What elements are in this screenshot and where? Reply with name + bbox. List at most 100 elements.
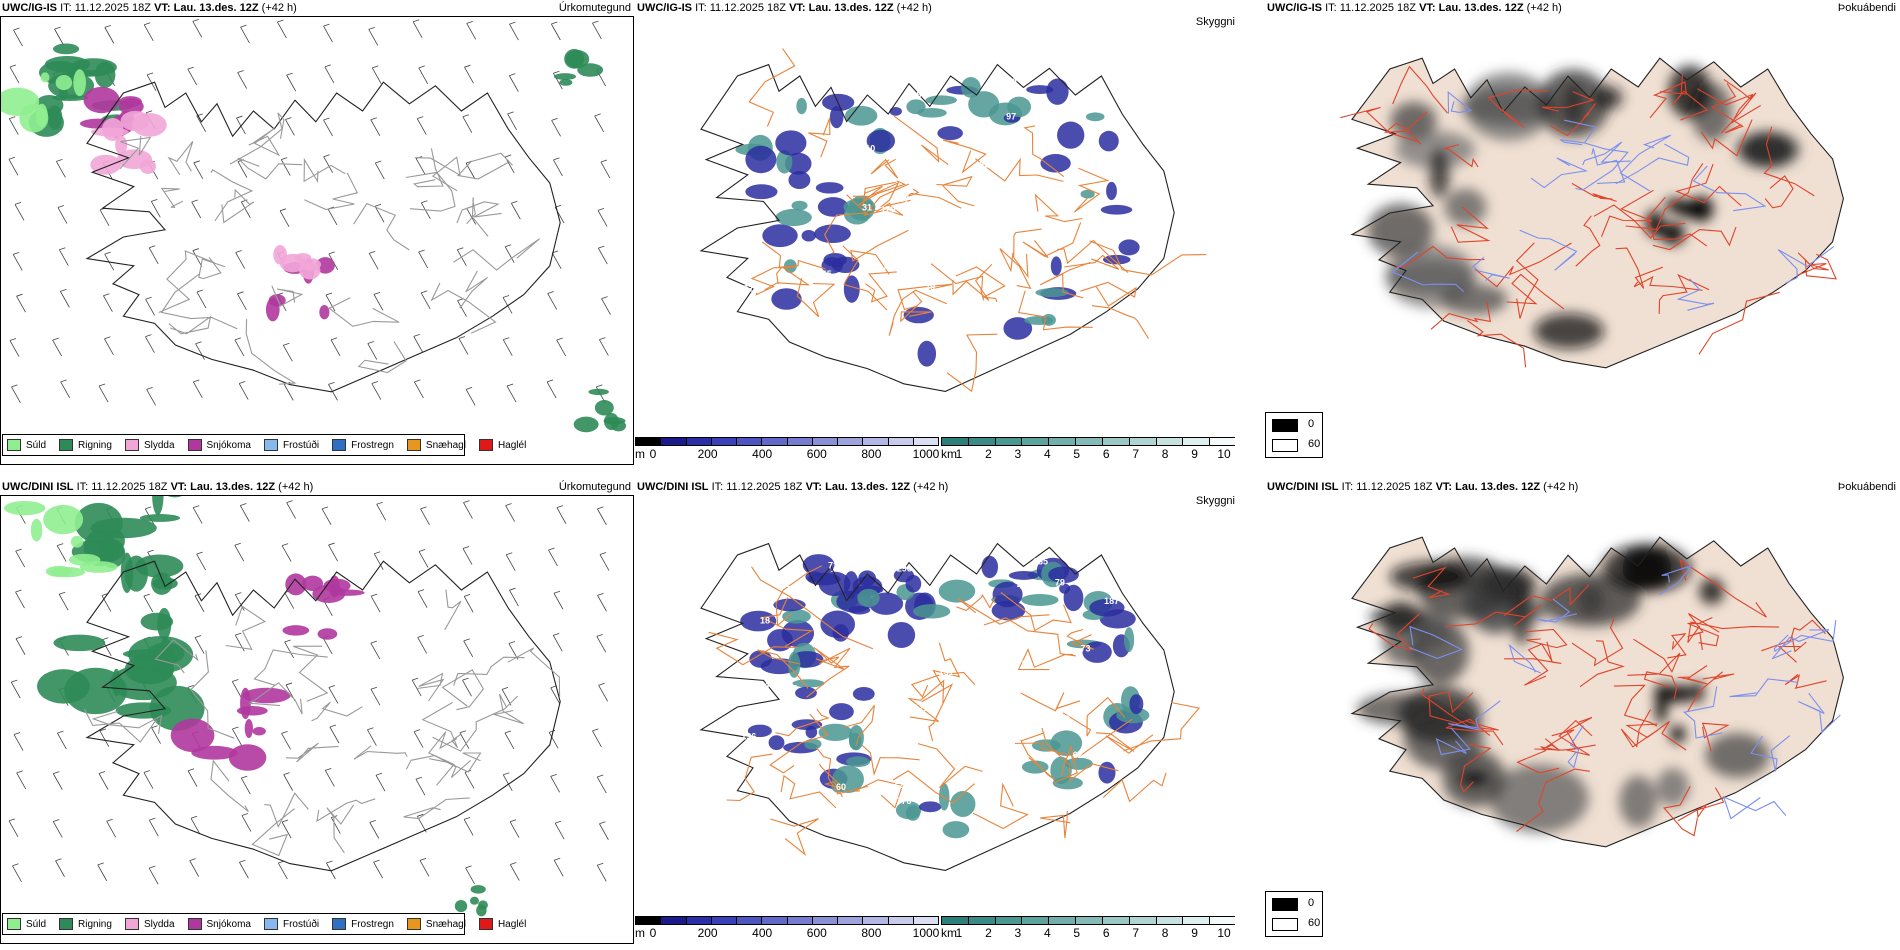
fog-legend-label: 60 <box>1308 917 1321 929</box>
wind-barb-flag <box>98 771 106 774</box>
road-line <box>221 188 255 224</box>
wind-barb-flag <box>594 113 601 117</box>
colorbar-segment <box>862 916 889 925</box>
colorbar-segment <box>1128 437 1157 446</box>
precip-cell <box>903 307 934 324</box>
wind-barb-flag <box>55 858 62 862</box>
precip-cell <box>804 738 822 750</box>
colorbar-segment <box>941 437 969 446</box>
precip-cell <box>1100 204 1133 215</box>
road-line <box>861 744 920 777</box>
precip-type-map <box>1 18 627 433</box>
precip-cell <box>30 518 43 542</box>
wind-barb-flag <box>501 686 509 690</box>
road-line <box>264 792 309 829</box>
wind-barb-flag <box>9 338 17 341</box>
precip-cell <box>1048 566 1079 584</box>
wind-barb <box>457 300 467 317</box>
road-line <box>1391 251 1465 293</box>
road-line <box>818 763 846 798</box>
road-line <box>1567 725 1584 769</box>
wind-barb <box>414 381 424 399</box>
wind-barb-flag <box>9 116 16 119</box>
precip-cell <box>478 900 488 910</box>
precip-cell <box>152 496 164 516</box>
road-line <box>1525 628 1568 649</box>
precip-legend-item: Súld <box>7 918 46 930</box>
precip-cell <box>228 744 267 771</box>
precip-value-label: 109 <box>1002 77 1017 87</box>
colorbar-segment <box>761 437 788 446</box>
precip-height-panel-row2: UWC/DINI ISL IT: 11.12.2025 18Z VT: Lau.… <box>635 479 1235 945</box>
wind-barb-flag <box>504 730 512 734</box>
road-line <box>167 141 194 176</box>
wind-barb-flag <box>554 857 561 861</box>
wind-barb <box>420 292 431 310</box>
fog-cell <box>1440 283 1508 315</box>
wind-barb-flag <box>189 858 196 862</box>
precip-value-label: 11 <box>884 788 894 798</box>
fog-legend-swatch <box>1272 419 1298 432</box>
road-line <box>405 171 456 212</box>
precip-cell <box>1008 571 1039 580</box>
fog-map <box>1340 57 1844 369</box>
road-line <box>91 710 163 735</box>
wind-barb <box>463 819 474 836</box>
precip-cell <box>469 896 479 905</box>
precip-legend-item: Frostúði <box>263 439 319 451</box>
road-line <box>1020 692 1081 712</box>
fog-legend-swatch <box>1272 439 1298 452</box>
wind-barb <box>596 865 607 882</box>
wind-barb <box>241 815 252 832</box>
colorbar-segment <box>1155 916 1184 925</box>
precip-cell <box>1654 683 1674 707</box>
colorbar-segment <box>685 437 712 446</box>
precip-cell <box>40 72 50 83</box>
road-line <box>1450 206 1491 243</box>
road-line <box>1798 692 1841 734</box>
precip-legend-item: Snæhagl <box>406 918 466 930</box>
wind-barb <box>329 726 340 744</box>
precip-cell <box>573 416 599 433</box>
road-line <box>905 188 962 209</box>
fog-cell <box>1367 203 1434 258</box>
wind-barb-flag <box>191 199 198 203</box>
wind-barb-flag <box>102 637 109 641</box>
precip-value-label: 81 <box>881 660 891 670</box>
wind-barb-flag <box>11 384 18 388</box>
wind-barb-flag <box>417 635 424 638</box>
precip-cell <box>782 609 811 624</box>
fog-cell <box>1619 775 1658 828</box>
wind-barb <box>15 550 26 568</box>
precip-cell <box>991 600 1026 621</box>
wind-barb-flag <box>550 773 557 777</box>
precip-value-label: 77 <box>787 683 797 693</box>
road-line <box>1667 633 1687 659</box>
wind-barb-flag <box>370 593 378 597</box>
wind-barb-flag <box>59 247 66 251</box>
wind-barb <box>551 120 561 137</box>
wind-barb <box>8 820 19 838</box>
wind-barb <box>374 206 385 223</box>
wind-barb <box>231 681 242 698</box>
precip-legend-item: Haglél <box>478 439 526 451</box>
wind-barb-flag <box>553 590 561 594</box>
wind-barb <box>286 74 297 92</box>
panel-header: UWC/DINI ISL IT: 11.12.2025 18Z VT: Lau.… <box>1267 481 1579 493</box>
wind-barb <box>368 29 379 46</box>
road-line <box>453 656 525 686</box>
wind-barb-flag <box>329 724 337 728</box>
precip-cell <box>282 625 310 636</box>
road-line <box>796 277 836 318</box>
road-line <box>907 679 945 722</box>
precip-cell <box>852 687 875 701</box>
wind-barb-flag <box>459 730 467 734</box>
precip-cell <box>832 765 864 794</box>
wind-barb <box>419 860 430 877</box>
wind-barb-flag <box>285 117 292 120</box>
legend-swatch <box>7 918 21 930</box>
legend-label: Slydda <box>143 439 175 451</box>
wind-barb <box>502 339 513 356</box>
wind-barb-flag <box>548 729 556 733</box>
precip-cell <box>170 718 215 752</box>
